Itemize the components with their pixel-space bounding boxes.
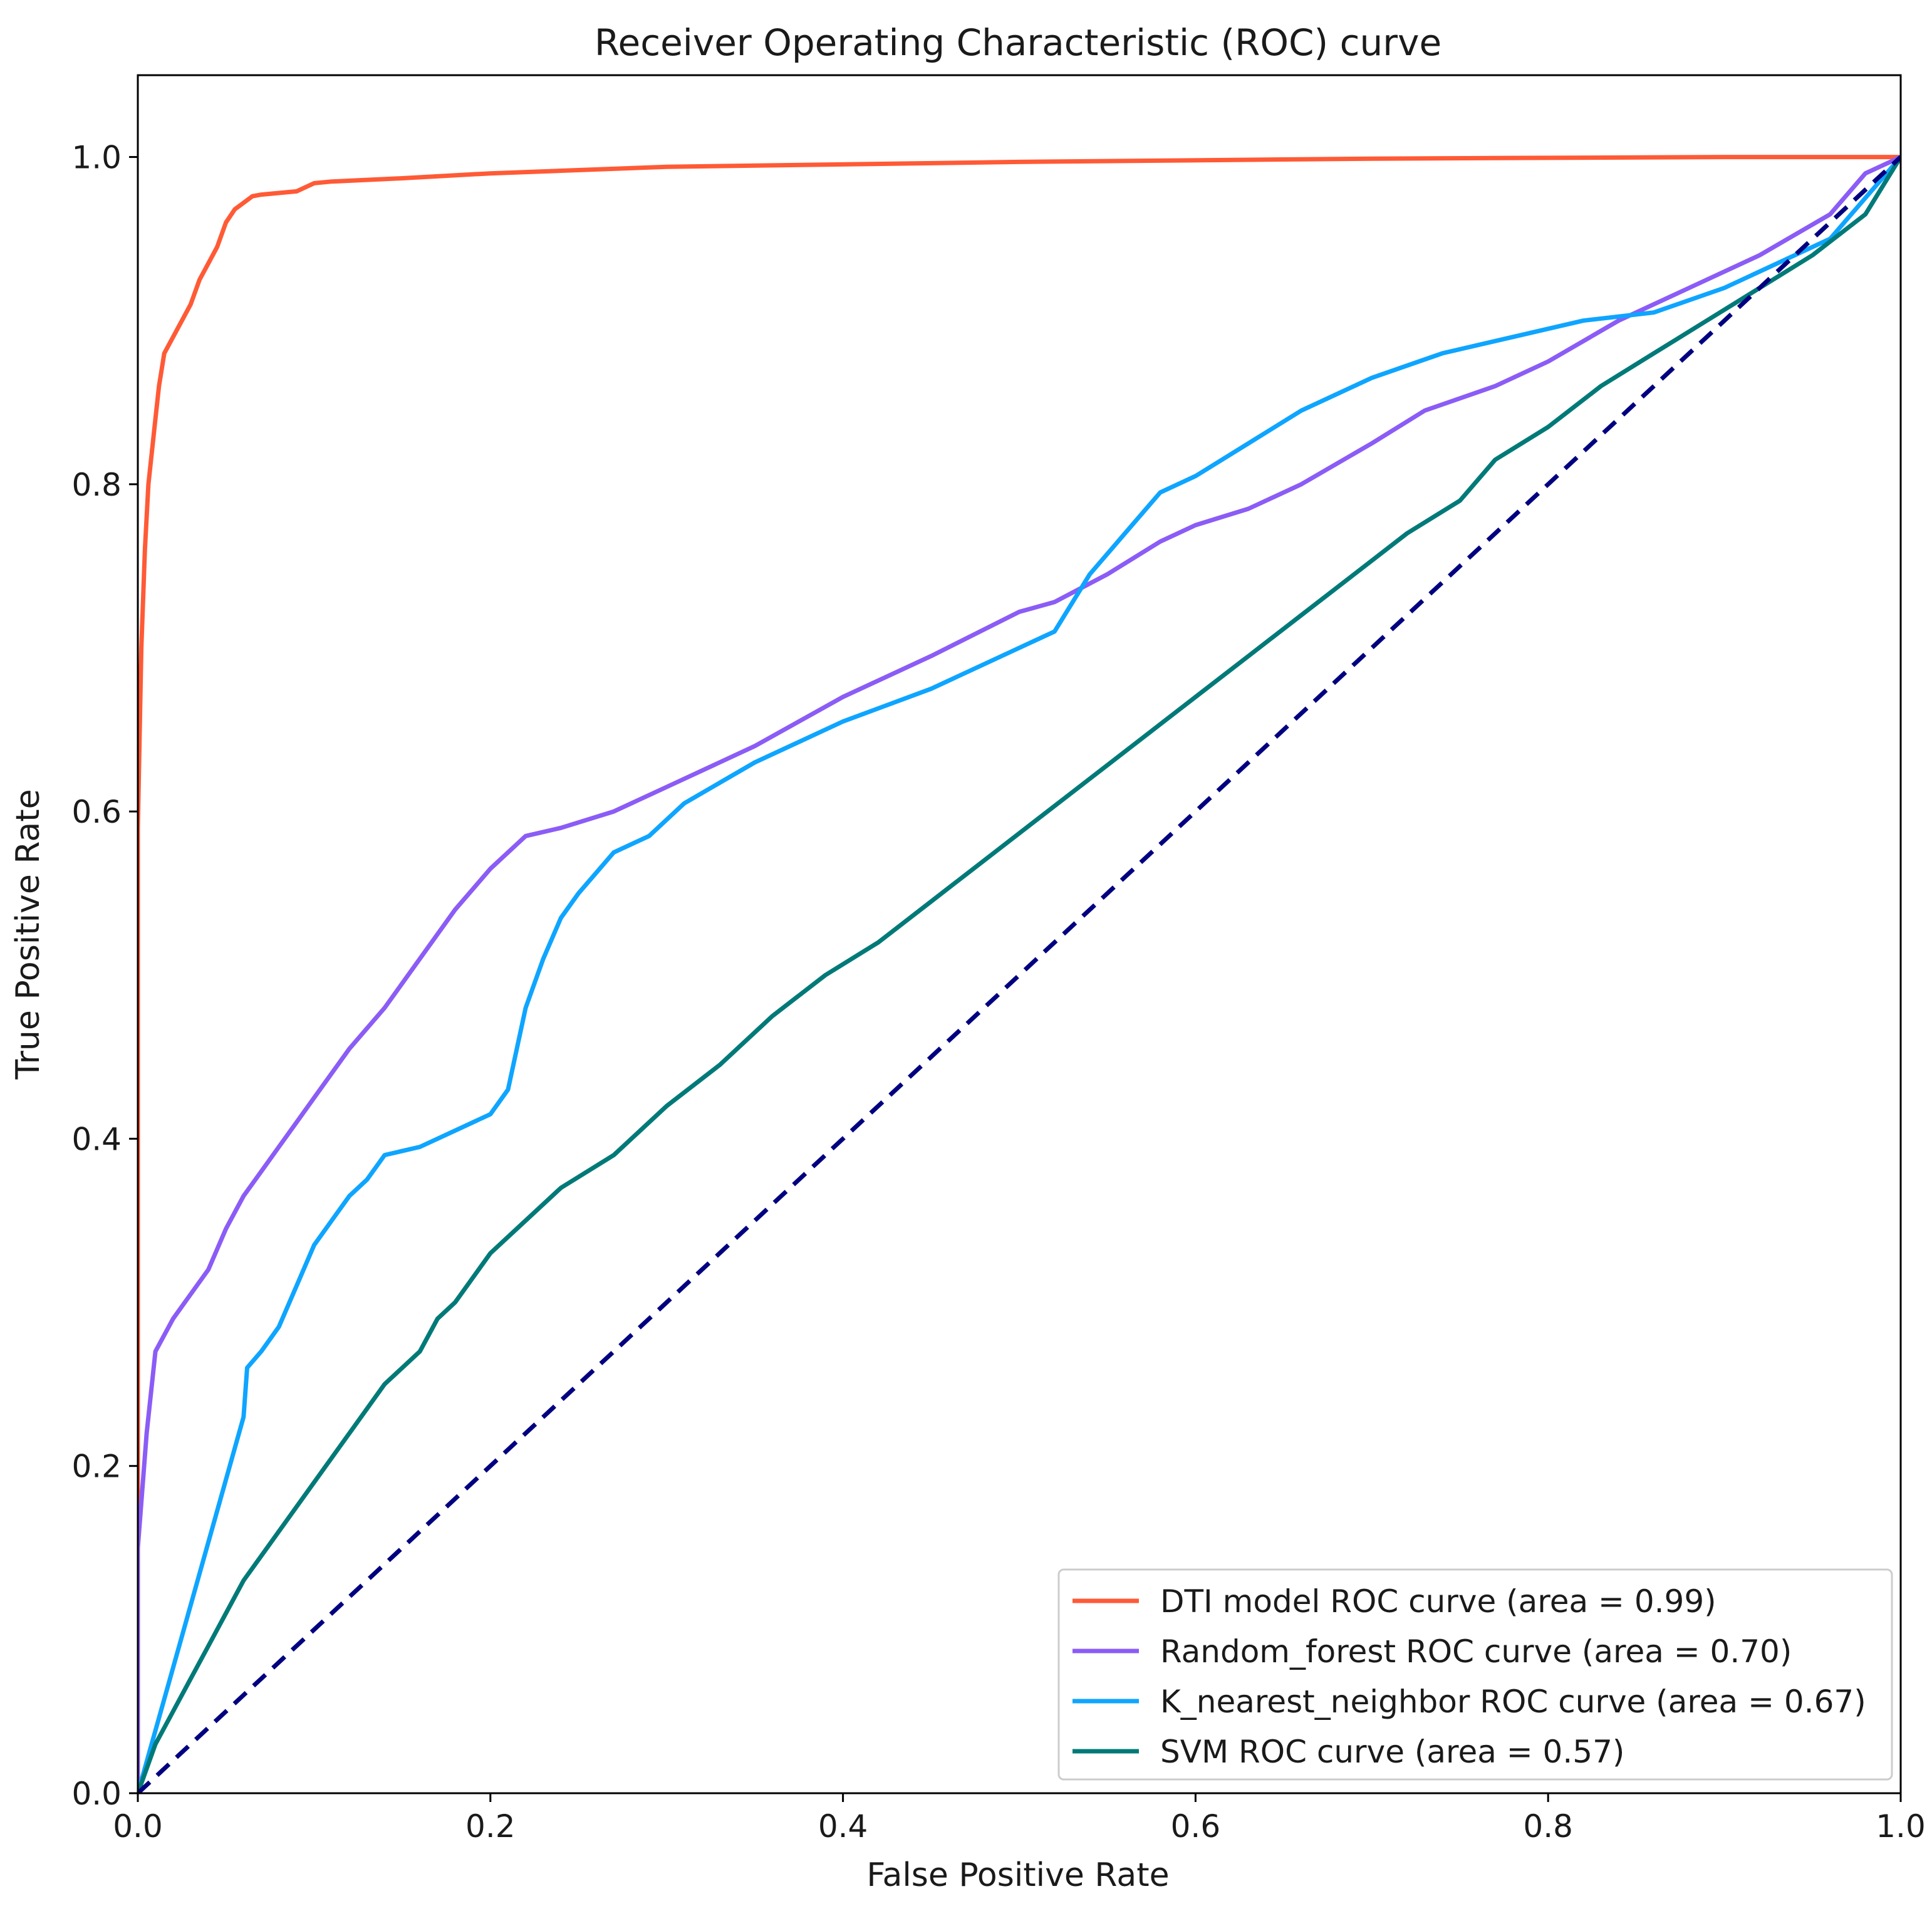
y-axis: 0.0 0.2 0.4 0.6 0.8 1.0: [71, 140, 138, 1812]
chart-title: Receiver Operating Characteristic (ROC) …: [595, 21, 1441, 64]
x-tick-label: 0.8: [1523, 1808, 1573, 1845]
legend-label: K_nearest_neighbor ROC curve (area = 0.6…: [1160, 1684, 1866, 1720]
x-axis: 0.0 0.2 0.4 0.6 0.8 1.0: [113, 1793, 1926, 1845]
series-layer: [138, 155, 1901, 1793]
chance-diagonal-line: [138, 155, 1901, 1793]
y-tick-label: 0.0: [71, 1776, 122, 1812]
x-tick-label: 0.6: [1171, 1808, 1221, 1845]
y-tick-label: 0.2: [71, 1449, 122, 1485]
series-line-1: [138, 155, 1901, 1793]
series-line-0: [138, 155, 1901, 1793]
legend-box: [1057, 1568, 1893, 1781]
y-tick-label: 0.6: [71, 794, 122, 830]
legend-label: SVM ROC curve (area = 0.57): [1160, 1734, 1624, 1770]
plot-frame: [137, 74, 1902, 1794]
x-tick-label: 0.0: [113, 1808, 163, 1845]
y-tick-label: 1.0: [71, 140, 122, 176]
x-axis-label: False Positive Rate: [866, 1857, 1169, 1894]
y-tick-label: 0.4: [71, 1121, 122, 1157]
y-axis-label: True Positive Rate: [9, 789, 47, 1080]
plot-area: [137, 74, 1902, 1794]
legend-items: DTI model ROC curve (area = 0.99) Random_…: [1072, 1583, 1866, 1770]
x-tick-label: 0.4: [818, 1808, 868, 1845]
series-line-2: [138, 155, 1901, 1793]
x-tick-label: 1.0: [1876, 1808, 1926, 1845]
legend-label: DTI model ROC curve (area = 0.99): [1160, 1583, 1716, 1620]
legend-label: Random_forest ROC curve (area = 0.70): [1160, 1633, 1792, 1670]
series-line-3: [138, 155, 1901, 1793]
legend: DTI model ROC curve (area = 0.99) Random_…: [1057, 1568, 1893, 1781]
y-tick-label: 0.8: [71, 467, 122, 503]
x-tick-label: 0.2: [465, 1808, 516, 1845]
